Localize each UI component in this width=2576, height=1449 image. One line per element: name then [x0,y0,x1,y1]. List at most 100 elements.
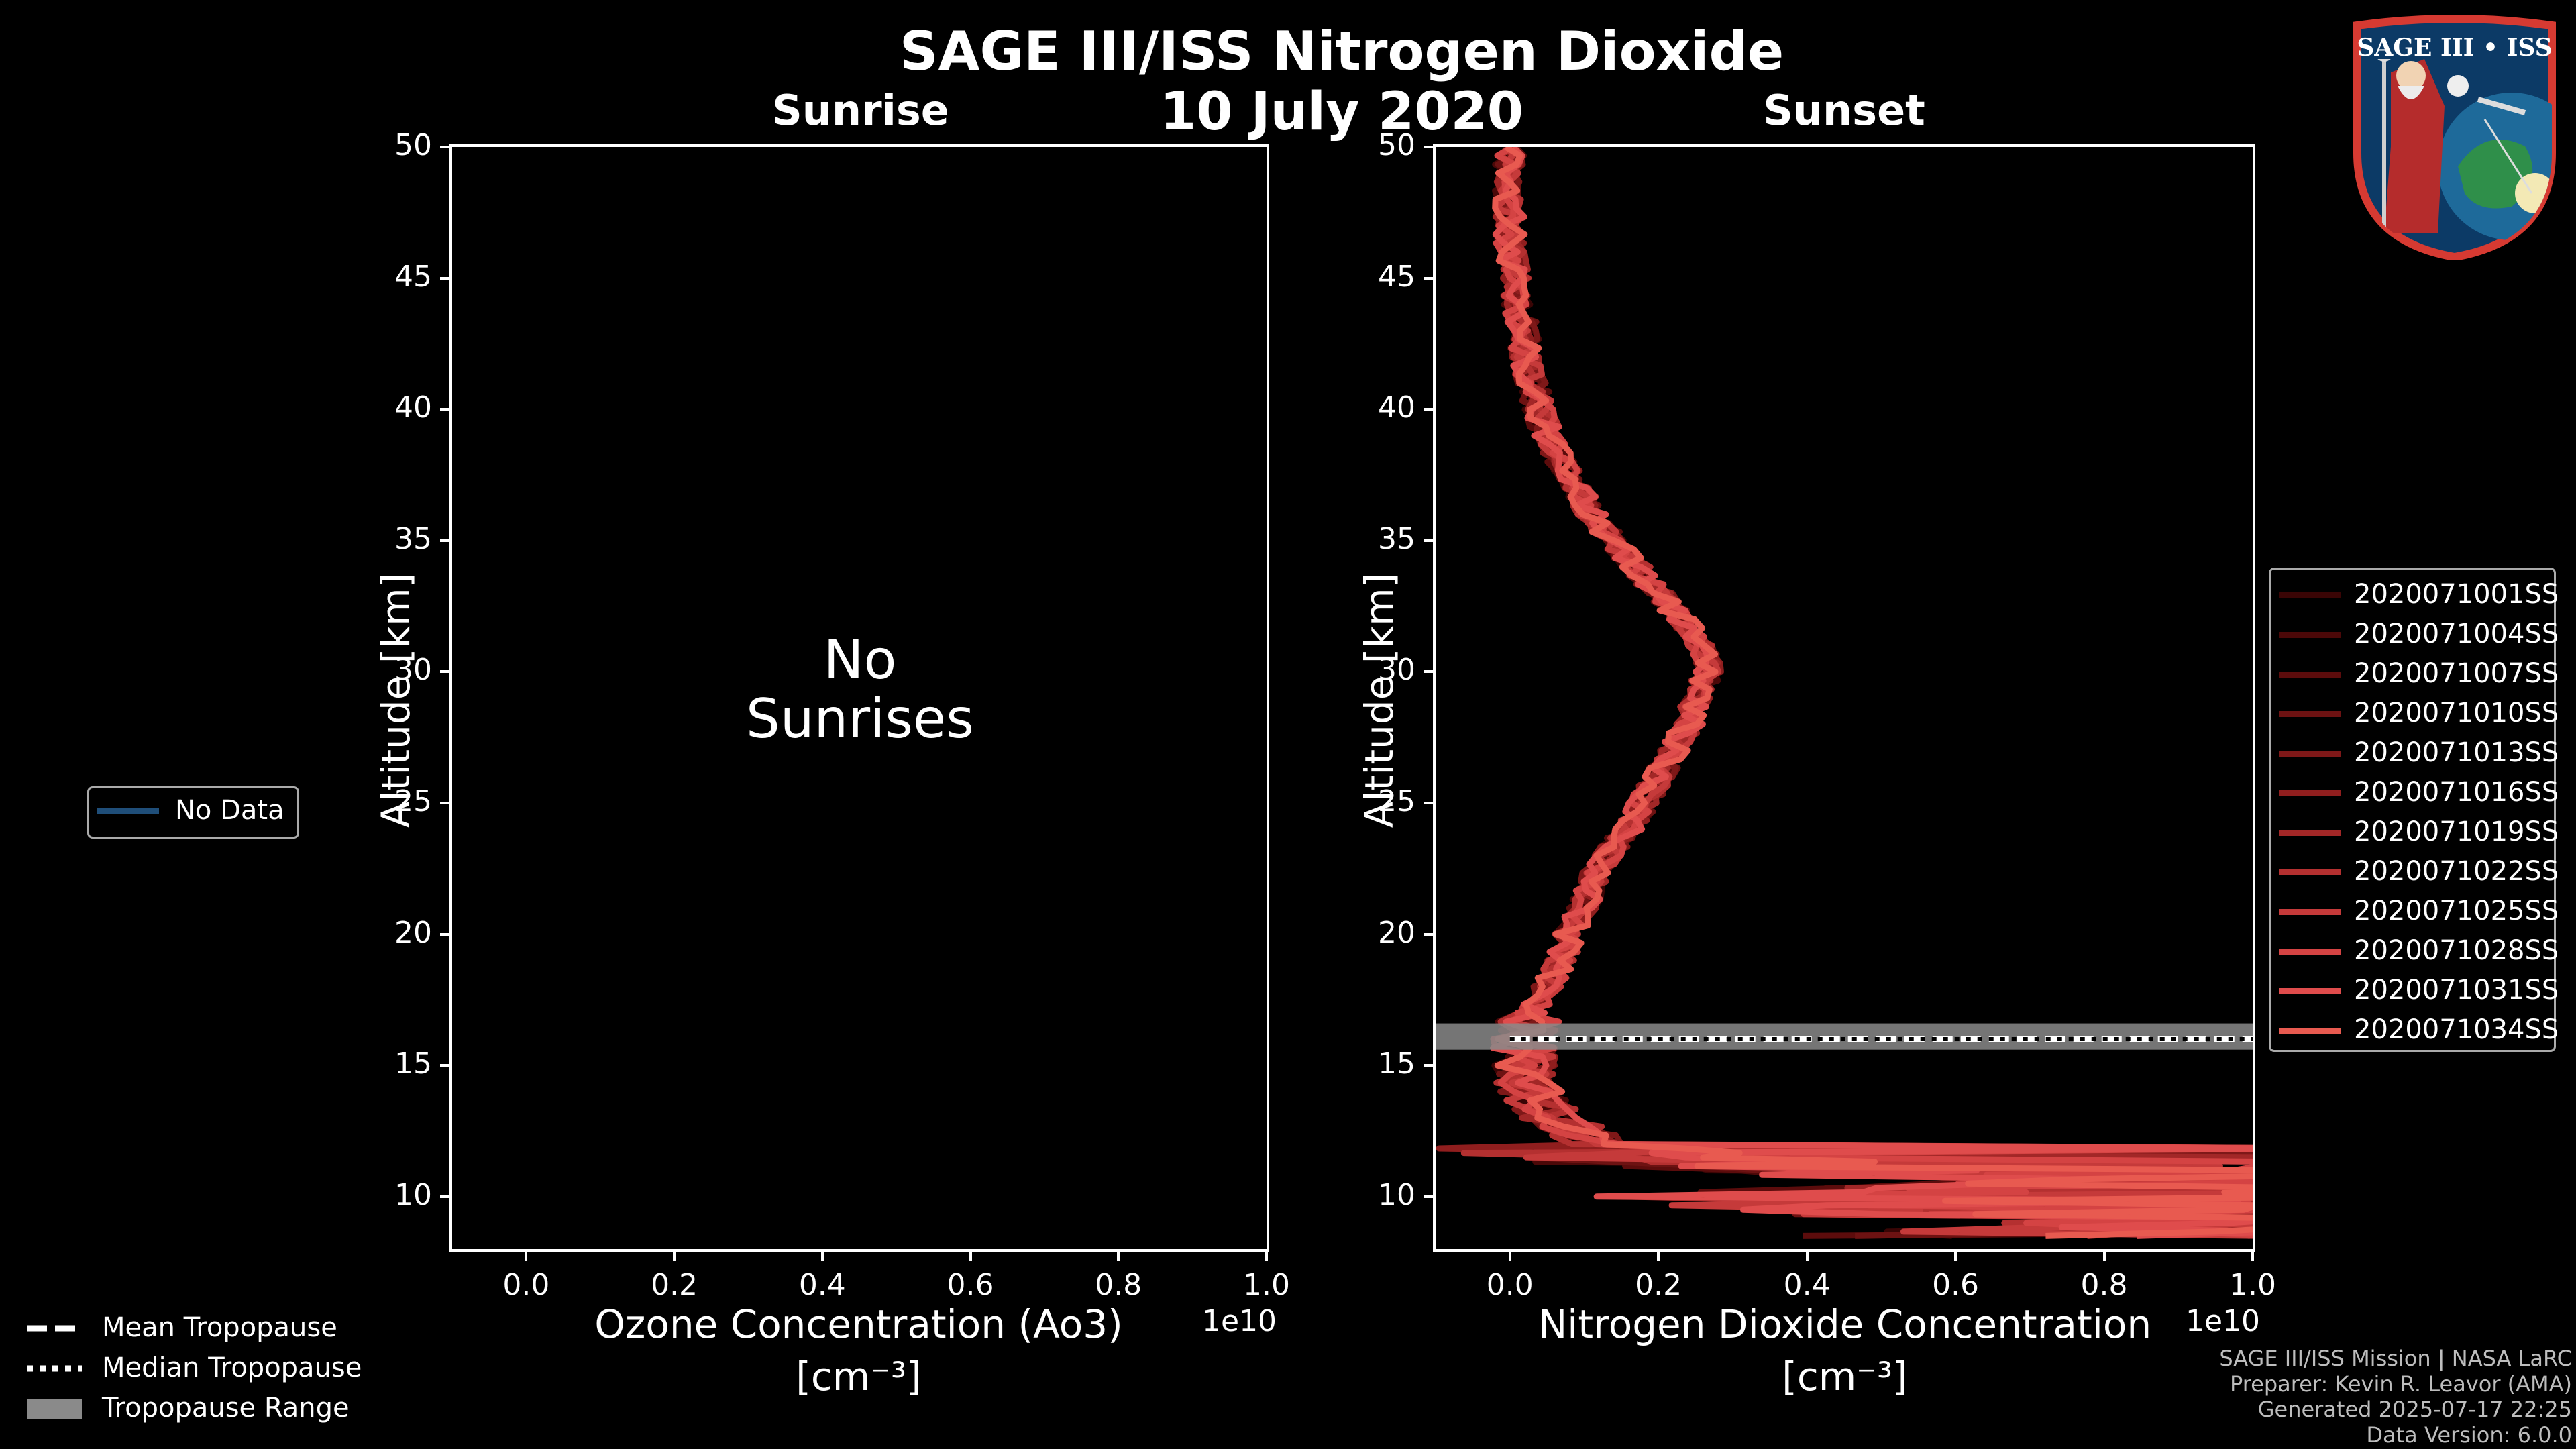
legend-label-2020071001SS: 2020071001SS [2354,579,2559,610]
legend-swatch-2020071016SS [2279,790,2341,796]
legend-swatch-2020071004SS [2279,632,2341,638]
profile-line-2020071013SS [1492,147,2253,1235]
sunrise-y-tick-mark [440,801,449,804]
sunrise-y-tick-label: 25 [394,784,432,818]
sunset-x-tick-mark [2102,1252,2106,1261]
legend-swatch-2020071007SS [2279,672,2341,678]
sunrise-x-tick-label: 0.0 [502,1268,550,1302]
legend-swatch-2020071028SS [2279,949,2341,955]
legend-label-2020071013SS: 2020071013SS [2354,737,2559,768]
sunset-y-tick-mark [1424,1064,1433,1067]
no-data-swatch [97,808,159,814]
sunrise-x-tick-mark [820,1252,824,1261]
legend-label-2020071004SS: 2020071004SS [2354,619,2559,649]
legend-label-2020071034SS: 2020071034SS [2354,1014,2559,1045]
sunset-y-tick-mark [1424,539,1433,542]
sunset-x-tick-mark [1508,1252,1511,1261]
profile-line-2020071019SS [1489,147,2253,1228]
sunset-x-tick-mark [1805,1252,1809,1261]
profile-line-2020071001SS [1491,147,2253,1239]
sunrise-y-tick-mark [440,146,449,148]
sunrise-y-tick-label: 10 [394,1177,432,1212]
tropopause-range-swatch [27,1399,82,1419]
footer-line-mission: SAGE III/ISS Mission | NASA LaRC [2219,1346,2572,1371]
sunrise-scale-factor: 1e10 [1202,1304,1277,1338]
profile-line-2020071016SS [1436,147,2253,1239]
sunrise-x-axis-label: Ozone Concentration (Ao3) [cm⁻³] [523,1301,1194,1399]
sunset-x-tick-mark [2251,1252,2254,1261]
sunset-y-tick-mark [1424,1195,1433,1198]
sunrise-x-tick-mark [1265,1252,1268,1261]
sunset-y-tick-mark [1424,801,1433,804]
sunset-x-tick-label: 0.8 [2080,1268,2128,1302]
legend-label-2020071028SS: 2020071028SS [2354,935,2559,966]
sunrise-legend: No Data [87,786,299,839]
sunset-x-axis-label: Nitrogen Dioxide Concentration [cm⁻³] [1476,1301,2214,1399]
legend-label-2020071031SS: 2020071031SS [2354,975,2559,1006]
sunrise-y-tick-label: 30 [394,653,432,688]
sunrise-y-tick-mark [440,1195,449,1198]
sunset-y-tick-mark [1424,670,1433,674]
sunrise-y-axis-label: Altitude [km] [373,572,419,828]
sunset-scale-factor: 1e10 [2186,1304,2261,1338]
sunrise-y-tick-label: 40 [394,390,432,425]
sunset-y-tick-mark [1424,932,1433,936]
sunrise-y-tick-label: 15 [394,1046,432,1081]
sunrise-y-tick-mark [440,670,449,674]
sunset-x-tick-label: 0.0 [1486,1268,1534,1302]
sunrise-y-tick-label: 45 [394,259,432,294]
legend-swatch-2020071034SS [2279,1028,2341,1034]
sunrise-x-tick-label: 0.2 [651,1268,698,1302]
sunrise-x-tick-label: 0.8 [1095,1268,1142,1302]
footer-line-generated: Generated 2025-07-17 22:25 [2257,1397,2572,1422]
figure-title: SAGE III/ISS Nitrogen Dioxide [899,20,1784,83]
sunset-y-tick-label: 15 [1378,1046,1415,1081]
profile-line-2020071007SS [1492,147,2253,1239]
sunset-x-tick-label: 0.6 [1932,1268,1980,1302]
sunset-axes [1433,144,2255,1252]
no-data-label: No Data [175,795,284,826]
sunrise-y-tick-label: 35 [394,521,432,556]
no-sunrises-line1: No [823,629,897,691]
legend-swatch-2020071019SS [2279,830,2341,836]
sunset-y-tick-label: 40 [1378,390,1415,425]
sunrise-y-tick-mark [440,276,449,280]
profile-line-2020071010SS [1495,147,2253,1239]
sunrise-y-tick-label: 20 [394,915,432,950]
sunset-y-tick-mark [1424,408,1433,411]
sunset-legend: 2020071001SS 2020071004SS 2020071007SS 2020… [2269,568,2559,1052]
sunrise-x-axis-label-line1: Ozone Concentration (Ao3) [594,1301,1123,1347]
sunset-panel-title: Sunset [1763,86,1925,135]
sunrise-panel-title: Sunrise [772,86,949,135]
tropopause-legend: Mean Tropopause Median Tropopause Tropop… [20,1308,396,1429]
sunset-x-axis-label-line2: [cm⁻³] [1782,1354,1908,1399]
legend-swatch-2020071025SS [2279,909,2341,915]
sunset-plot [1436,147,2253,1239]
sunrise-y-tick-label: 50 [394,128,432,162]
sunrise-y-tick-mark [440,932,449,936]
sunset-y-tick-mark [1424,146,1433,148]
legend-label-2020071022SS: 2020071022SS [2354,856,2559,887]
profile-line-2020071028SS [1493,147,2253,1238]
sunrise-x-tick-label: 0.6 [947,1268,994,1302]
median-tropopause-label: Median Tropopause [102,1352,362,1383]
profile-line-2020071022SS [1460,147,2253,1239]
sunset-x-tick-label: 0.4 [1783,1268,1831,1302]
mean-tropopause-label: Mean Tropopause [102,1312,337,1343]
legend-label-2020071010SS: 2020071010SS [2354,698,2559,729]
sunrise-y-tick-mark [440,408,449,411]
sage-logo: SAGE III • ISS [2344,12,2565,262]
profile-line-2020071031SS [1490,147,2253,1239]
sunset-y-tick-label: 35 [1378,521,1415,556]
no-sunrises-line2: Sunrises [746,688,974,750]
profile-line-2020071025SS [1490,147,2253,1239]
sunset-y-tick-label: 20 [1378,915,1415,950]
legend-swatch-2020071022SS [2279,869,2341,875]
sunset-x-tick-mark [1657,1252,1660,1261]
sunrise-y-tick-mark [440,539,449,542]
profile-line-2020071034SS [1492,147,2253,1239]
sunrise-x-tick-label: 0.4 [798,1268,846,1302]
sunset-x-axis-label-line1: Nitrogen Dioxide Concentration [1538,1301,2152,1347]
sunrise-x-axis-label-line2: [cm⁻³] [796,1354,922,1399]
sunrise-x-tick-mark [673,1252,676,1261]
